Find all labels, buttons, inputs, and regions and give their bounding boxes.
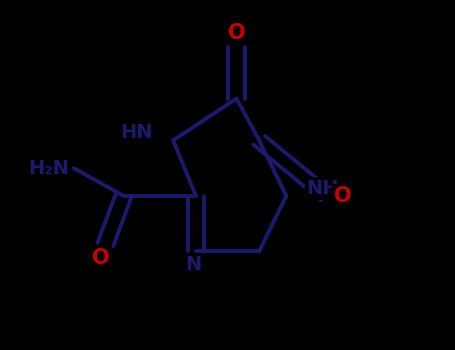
Text: HN: HN (121, 123, 153, 142)
Text: N: N (186, 255, 202, 274)
Text: O: O (334, 186, 351, 206)
Text: O: O (92, 248, 110, 268)
Text: O: O (228, 23, 245, 43)
Text: NH: NH (307, 179, 339, 198)
Text: H₂N: H₂N (28, 159, 69, 177)
